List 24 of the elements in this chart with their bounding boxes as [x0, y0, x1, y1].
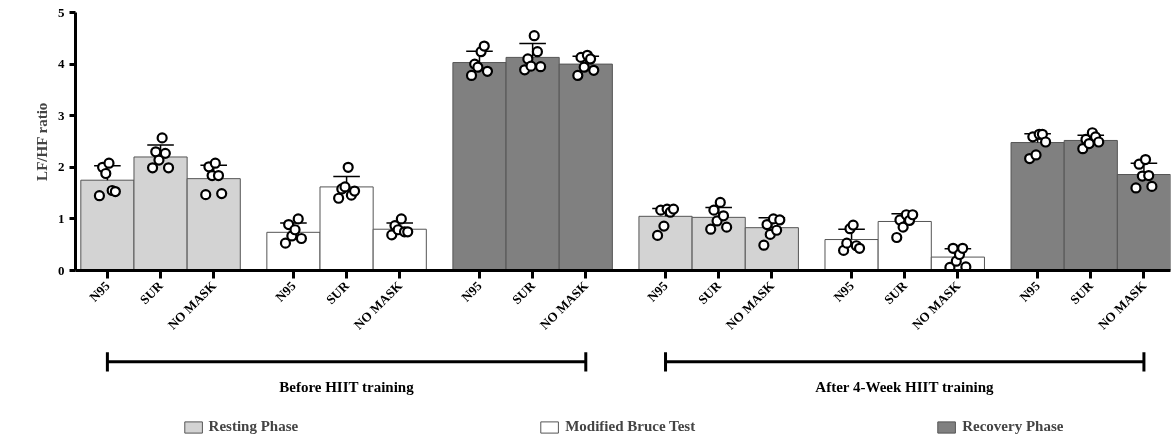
text: After 4-Week HIIT training — [815, 379, 995, 396]
y-axis-title: LF/HF ratio — [34, 102, 50, 181]
legend-label: Resting Phase — [208, 418, 299, 435]
y-tick-label: 2 — [58, 159, 65, 175]
x-tick-label: N95 — [1016, 277, 1044, 305]
x-tick-label: N95 — [86, 277, 114, 305]
x-tick-label: SUR — [322, 277, 353, 308]
x-tick-label: N95 — [830, 277, 858, 305]
y-tick-label: 3 — [58, 107, 65, 123]
legend-label: Recovery Phase — [962, 418, 1064, 435]
x-tick-label: SUR — [136, 277, 167, 308]
x-tick-label: SUR — [694, 277, 725, 308]
x-tick-label: SUR — [1067, 277, 1097, 308]
y-tick-label: 5 — [58, 4, 65, 20]
y-tick-label: 1 — [58, 210, 65, 226]
legend-label: Modified Bruce Test — [565, 418, 696, 435]
x-tick-label: N95 — [458, 277, 486, 305]
y-tick-label: 4 — [58, 56, 65, 72]
x-tick-label: SUR — [508, 277, 539, 308]
x-tick-label: N95 — [272, 277, 300, 305]
x-tick-label: N95 — [644, 277, 672, 305]
y-tick-label: 0 — [58, 262, 65, 278]
x-tick-label: SUR — [881, 277, 911, 308]
text: Before HIIT training — [279, 379, 415, 396]
